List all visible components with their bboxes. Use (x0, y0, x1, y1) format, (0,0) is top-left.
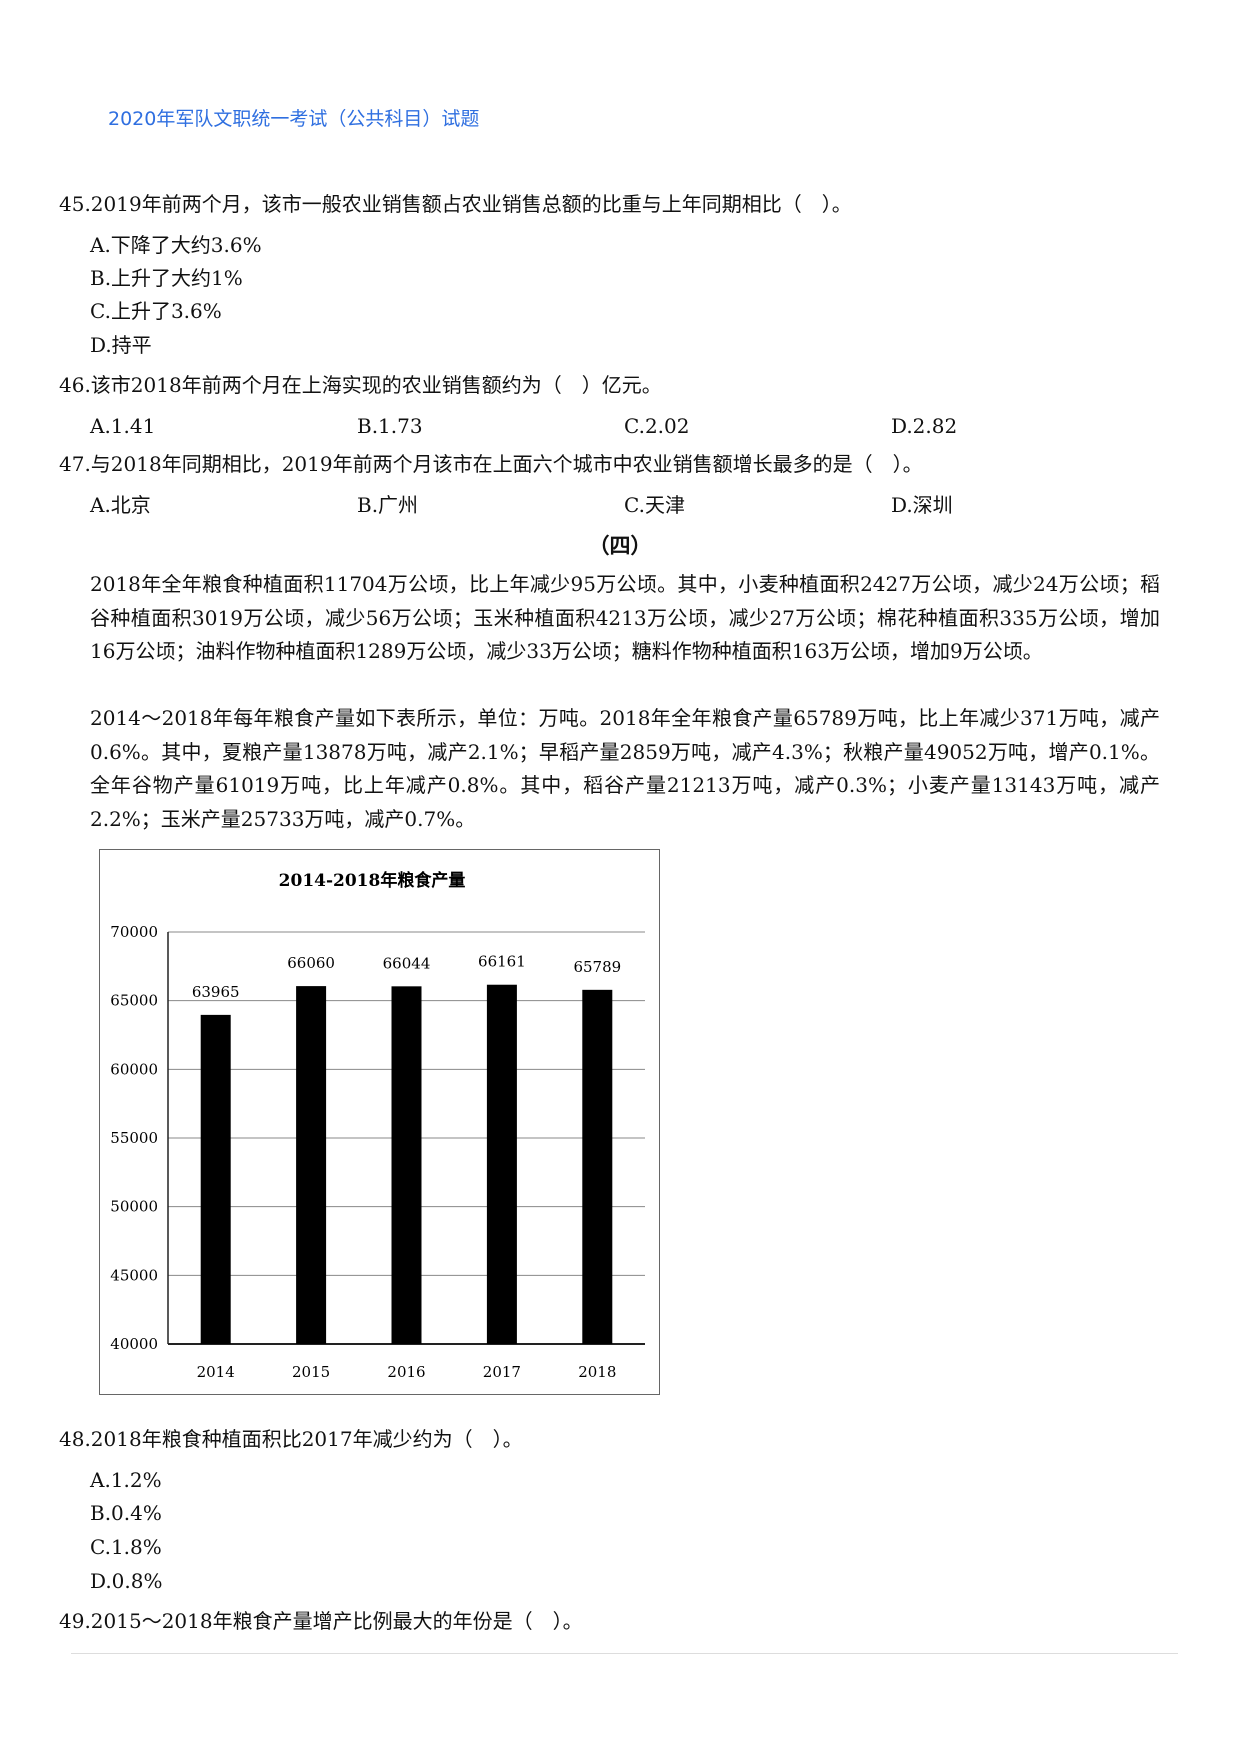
data-label: 66044 (383, 954, 431, 972)
data-label: 65789 (573, 958, 621, 976)
bar-2018 (582, 989, 613, 1344)
section-title: （四） (588, 533, 652, 558)
question-48-option-a: A.1.2% (90, 1468, 162, 1492)
question-47-option-c: C.天津 (624, 493, 685, 517)
question-45-option-c: C.上升了3.6% (90, 299, 222, 323)
y-tick-label: 65000 (110, 992, 158, 1010)
y-tick-label: 50000 (110, 1198, 158, 1216)
grain-output-chart: 2014-2018年粮食产量 40000 45000 50000 55000 60000… (99, 849, 660, 1395)
question-45-option-a: A.下降了大约3.6% (90, 233, 262, 257)
question-45-option-b: B.上升了大约1% (90, 266, 243, 290)
bar-2015 (296, 986, 327, 1344)
y-tick-label: 45000 (110, 1266, 158, 1284)
question-48-option-b: B.0.4% (90, 1501, 162, 1525)
document-header-title: 2020年军队文职统一考试（公共科目）试题 (108, 108, 480, 130)
bar-2014 (200, 1014, 231, 1344)
question-47-option-b: B.广州 (357, 493, 419, 517)
y-tick-label: 70000 (110, 923, 158, 941)
question-48-stem: 48.2018年粮食种植面积比2017年减少约为（ ）。 (59, 1427, 523, 1451)
question-45-stem: 45.2019年前两个月，该市一般农业销售额占农业销售总额的比重与上年同期相比（… (59, 192, 852, 216)
question-45-option-d: D.持平 (90, 333, 152, 357)
question-46-option-a: A.1.41 (90, 414, 156, 438)
y-tick-label: 60000 (110, 1060, 158, 1078)
x-tick-label: 2014 (197, 1363, 235, 1381)
y-tick-label: 55000 (110, 1129, 158, 1147)
y-tick-label: 40000 (110, 1335, 158, 1353)
question-47-option-a: A.北京 (90, 493, 151, 517)
question-46-option-b: B.1.73 (357, 414, 423, 438)
bar-2017 (486, 984, 517, 1344)
question-49-stem: 49.2015～2018年粮食产量增产比例最大的年份是（ ）。 (59, 1609, 583, 1633)
chart-title: 2014-2018年粮食产量 (279, 870, 466, 891)
question-46-option-d: D.2.82 (891, 414, 958, 438)
question-46-stem: 46.该市2018年前两个月在上海实现的农业销售额约为（ ）亿元。 (59, 373, 662, 397)
data-label: 66060 (287, 954, 335, 972)
data-label: 63965 (192, 983, 240, 1001)
data-label: 66161 (478, 953, 526, 971)
question-48-option-c: C.1.8% (90, 1535, 162, 1559)
question-48-option-d: D.0.8% (90, 1569, 163, 1593)
x-tick-label: 2015 (292, 1363, 330, 1381)
paragraph-grain-output: 2014～2018年每年粮食产量如下表所示，单位：万吨。2018年全年粮食产量6… (90, 706, 1160, 832)
x-tick-label: 2017 (483, 1363, 521, 1381)
chart-svg: 2014-2018年粮食产量 40000 45000 50000 55000 60000… (110, 870, 645, 1381)
question-46-option-c: C.2.02 (624, 414, 690, 438)
x-tick-label: 2016 (387, 1363, 425, 1381)
question-47-option-d: D.深圳 (891, 493, 953, 517)
bar-2016 (391, 986, 422, 1344)
paragraph-planting-area: 2018年全年粮食种植面积11704万公顷，比上年减少95万公顷。其中，小麦种植… (90, 572, 1160, 664)
bottom-divider (71, 1653, 1178, 1654)
question-47-stem: 47.与2018年同期相比，2019年前两个月该市在上面六个城市中农业销售额增长… (59, 452, 923, 476)
x-tick-label: 2018 (578, 1363, 616, 1381)
